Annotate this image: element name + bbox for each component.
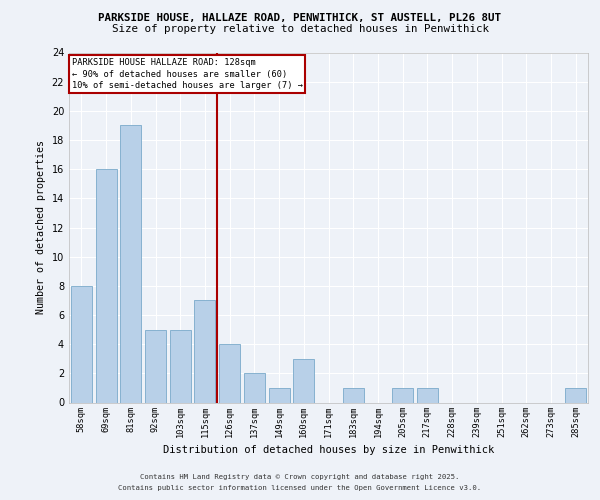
Bar [95,169,116,402]
Text: Contains public sector information licensed under the Open Government Licence v3: Contains public sector information licen… [118,485,482,491]
Bar [120,126,141,402]
Text: PARKSIDE HOUSE HALLAZE ROAD: 128sqm
← 90% of detached houses are smaller (60)
10: PARKSIDE HOUSE HALLAZE ROAD: 128sqm ← 90… [71,58,302,90]
Bar [219,344,240,403]
Bar [293,359,314,403]
Text: Size of property relative to detached houses in Penwithick: Size of property relative to detached ho… [112,24,488,34]
Bar [392,388,413,402]
Bar [244,374,265,402]
Bar [417,388,438,402]
Bar [170,330,191,402]
Bar [565,388,586,402]
X-axis label: Distribution of detached houses by size in Penwithick: Distribution of detached houses by size … [163,445,494,455]
Bar [343,388,364,402]
Text: Contains HM Land Registry data © Crown copyright and database right 2025.: Contains HM Land Registry data © Crown c… [140,474,460,480]
Text: PARKSIDE HOUSE, HALLAZE ROAD, PENWITHICK, ST AUSTELL, PL26 8UT: PARKSIDE HOUSE, HALLAZE ROAD, PENWITHICK… [98,12,502,22]
Y-axis label: Number of detached properties: Number of detached properties [36,140,46,314]
Bar [145,330,166,402]
Bar [269,388,290,402]
Bar [71,286,92,403]
Bar [194,300,215,402]
